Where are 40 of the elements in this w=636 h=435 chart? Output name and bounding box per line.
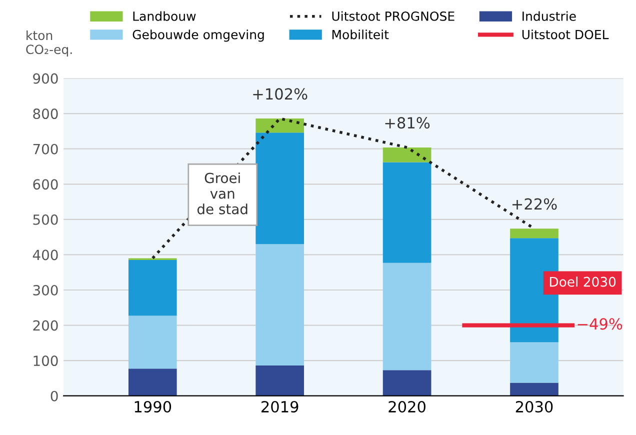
y-tick-label: 800 [33,108,58,120]
y-tick-label: 0 [50,390,58,402]
x-tick-label: 1990 [134,400,172,413]
y-tick-label: 300 [33,284,58,296]
legend-label: Uitstoot DOEL [522,30,609,40]
legend-label: Uitstoot PROGNOSE [332,11,454,21]
y-tick-label: 500 [33,214,58,225]
legend-label: Gebouwde omgeving [132,30,264,42]
y-tick-label: 600 [33,179,58,190]
bar [382,262,432,370]
bar [382,162,432,263]
y-tick-label: 900 [33,73,58,84]
bar [128,260,177,316]
bar [510,382,558,396]
x-tick-label: 2019 [262,400,298,413]
x-tick-label: 2030 [516,400,553,413]
y-tick-label: 400 [32,250,58,260]
y-tick-label: 200 [33,320,58,331]
bar [510,228,558,238]
annotation: +81% [385,117,430,129]
annotation: −49% [578,318,622,330]
bar [256,118,304,133]
y-tick-label: 700 [33,144,58,154]
bar [128,316,177,369]
annotation: Groei van de stad [197,172,248,214]
y-tick-label: 100 [34,356,58,366]
bar [256,366,304,396]
legend-label: Landbouw [133,11,196,21]
annotation: +22% [512,198,557,210]
bar [510,342,558,383]
bar [382,147,432,162]
annotation: Doel 2030 [550,276,616,287]
legend-label: Industrie [522,11,576,21]
y-axis-title: kton CO₂-eq. [26,30,72,57]
bar [256,244,304,366]
annotation: +102% [253,88,308,100]
bar [382,370,432,396]
x-tick-label: 2020 [388,400,426,413]
legend-label: Mobiliteit [332,30,389,40]
bar [128,368,177,396]
